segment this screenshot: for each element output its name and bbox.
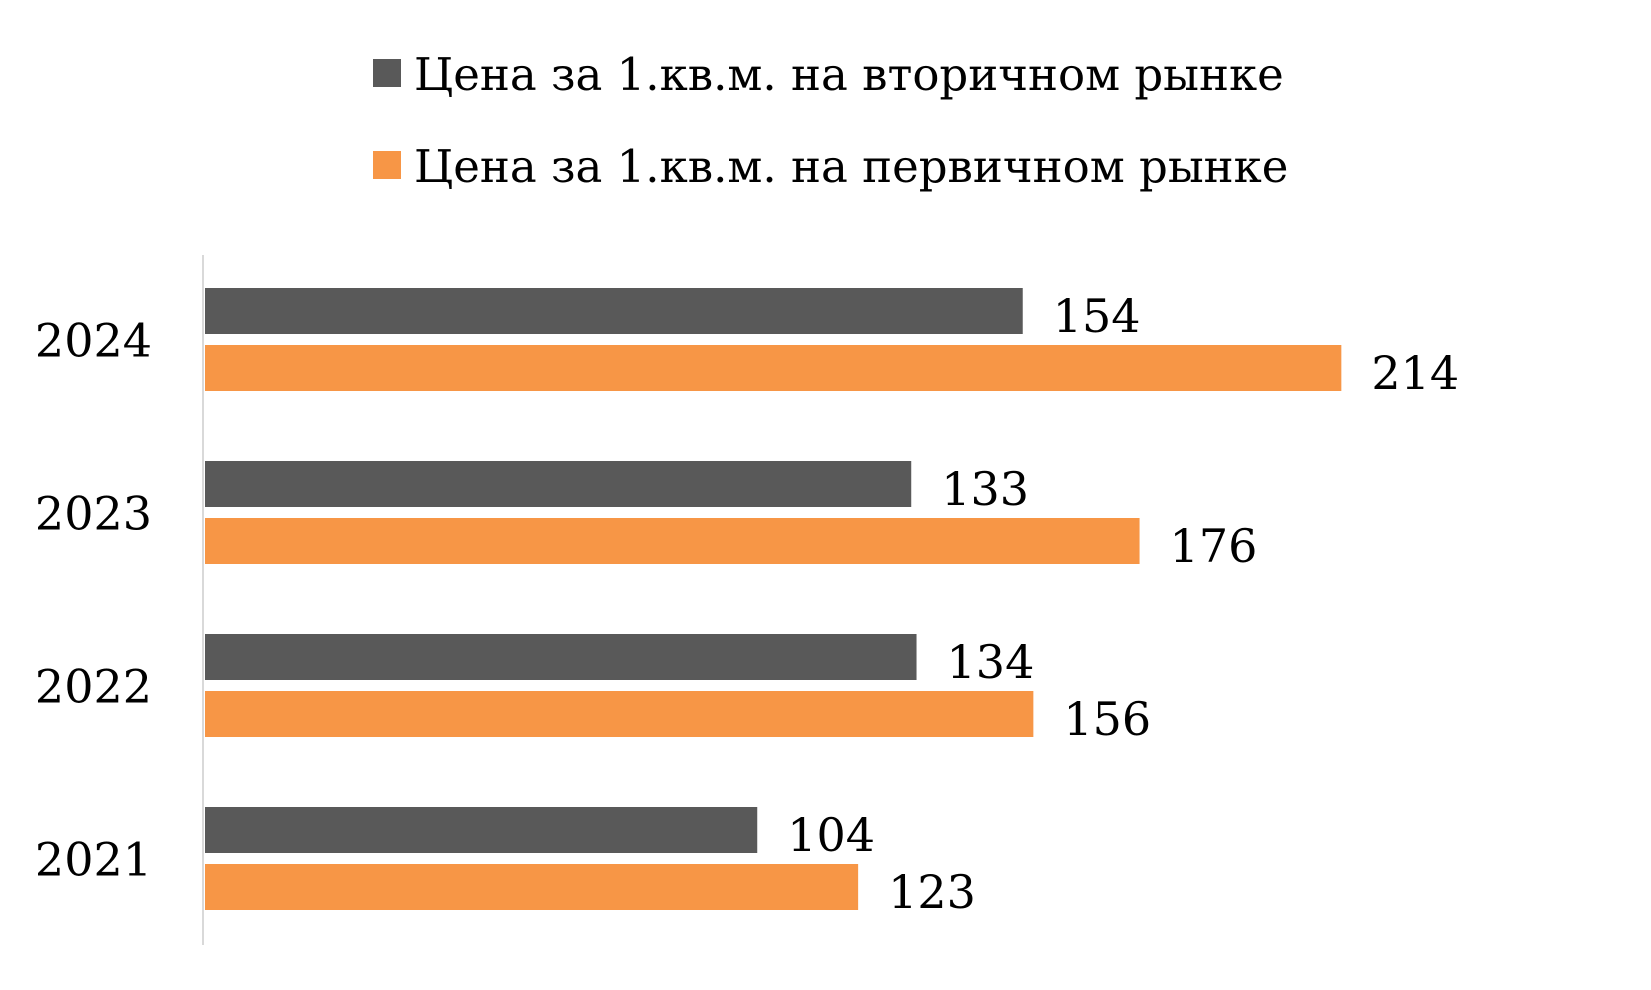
bar-2024-series-2 (205, 345, 1342, 391)
data-label-2021-series-2: 123 (888, 865, 976, 919)
legend-label-2: Цена за 1.кв.м. на первичном рынке (414, 140, 1288, 193)
bar-2021-series-1 (205, 807, 758, 853)
category-label-2022: 2022 (35, 660, 152, 714)
legend-label-1: Цена за 1.кв.м. на вторичном рынке (414, 48, 1284, 101)
bar-2024-series-1 (205, 288, 1023, 334)
bar-2022-series-1 (205, 634, 917, 680)
category-labels: 2024 2023 2022 2021 (35, 314, 152, 887)
data-label-2023-series-1: 133 (941, 462, 1029, 516)
bars-group (205, 288, 1342, 910)
bar-2023-series-2 (205, 518, 1140, 564)
legend-swatch-1 (373, 59, 401, 87)
data-label-2024-series-2: 214 (1371, 346, 1459, 400)
data-label-2022-series-1: 134 (947, 635, 1035, 689)
data-label-2024-series-1: 154 (1053, 289, 1141, 343)
legend: Цена за 1.кв.м. на вторичном рынке Цена з… (373, 48, 1288, 193)
bar-2022-series-2 (205, 691, 1034, 737)
legend-swatch-2 (373, 151, 401, 179)
bar-2021-series-2 (205, 864, 859, 910)
category-label-2023: 2023 (35, 487, 152, 541)
bar-2023-series-1 (205, 461, 912, 507)
category-label-2024: 2024 (35, 314, 152, 368)
category-label-2021: 2021 (35, 833, 152, 887)
data-label-2021-series-1: 104 (787, 808, 875, 862)
data-label-2022-series-2: 156 (1063, 692, 1151, 746)
data-label-2023-series-2: 176 (1170, 519, 1258, 573)
